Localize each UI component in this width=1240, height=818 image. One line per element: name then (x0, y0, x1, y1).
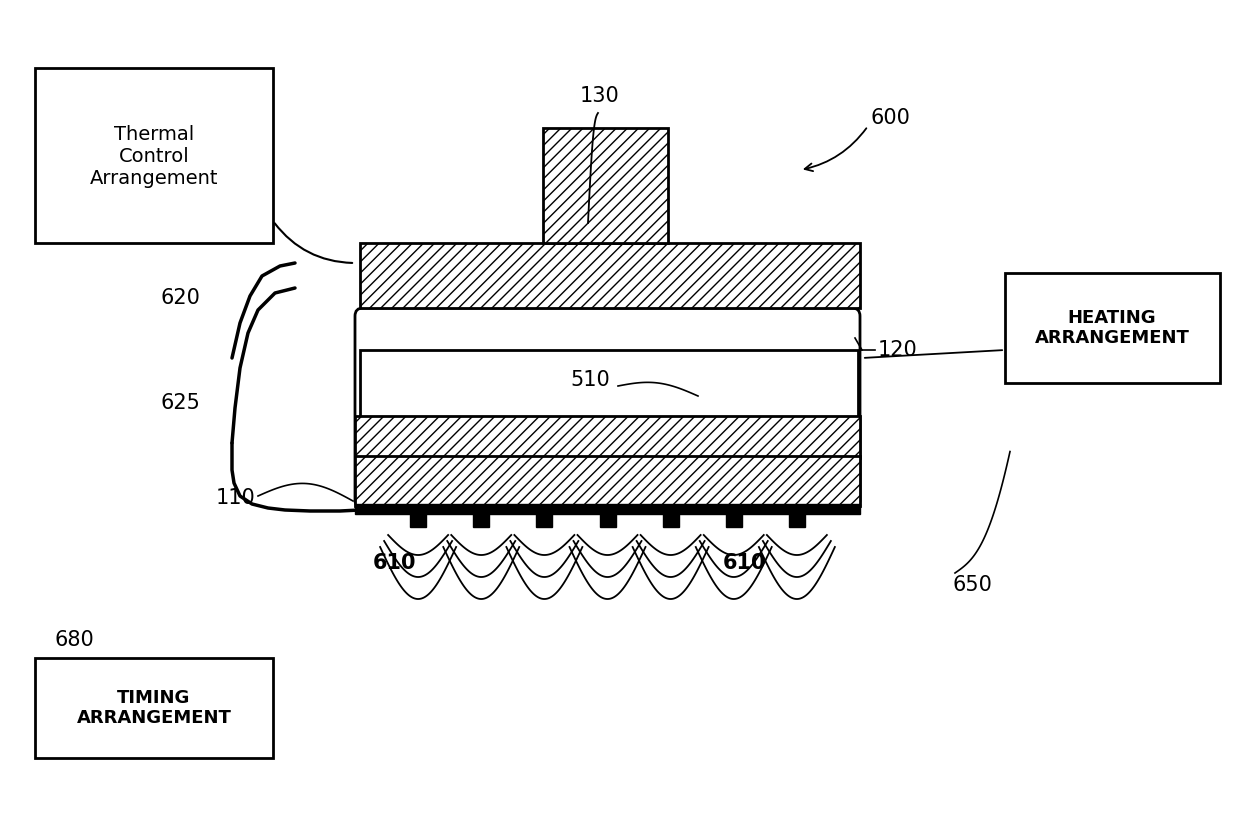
Bar (355, 456, 861, 506)
Bar (599, 514, 615, 527)
Bar (410, 514, 427, 527)
Bar (35, 68, 273, 243)
Text: Thermal
Control
Arrangement: Thermal Control Arrangement (89, 124, 218, 187)
Bar (662, 514, 678, 527)
Bar (725, 514, 742, 527)
FancyBboxPatch shape (355, 308, 861, 508)
Text: 120: 120 (878, 340, 918, 360)
Text: 650: 650 (952, 575, 992, 595)
Text: 680: 680 (55, 630, 94, 650)
Text: 110: 110 (216, 488, 255, 508)
Text: 620: 620 (160, 288, 200, 308)
Text: HEATING
ARRANGEMENT: HEATING ARRANGEMENT (1034, 308, 1189, 348)
Bar (355, 416, 861, 458)
Bar (355, 504, 861, 514)
Text: 130: 130 (580, 86, 620, 106)
Text: 600: 600 (870, 108, 910, 128)
Bar (360, 243, 861, 308)
Bar (537, 514, 552, 527)
Bar (543, 128, 668, 243)
Text: 610: 610 (373, 553, 417, 573)
Text: 625: 625 (160, 393, 200, 413)
Bar (1004, 273, 1220, 383)
Text: 510: 510 (570, 370, 610, 390)
Bar (35, 658, 273, 758)
Text: 610: 610 (723, 553, 766, 573)
Bar (789, 514, 805, 527)
Bar (360, 350, 858, 418)
Text: TIMING
ARRANGEMENT: TIMING ARRANGEMENT (77, 689, 232, 727)
Bar (474, 514, 490, 527)
